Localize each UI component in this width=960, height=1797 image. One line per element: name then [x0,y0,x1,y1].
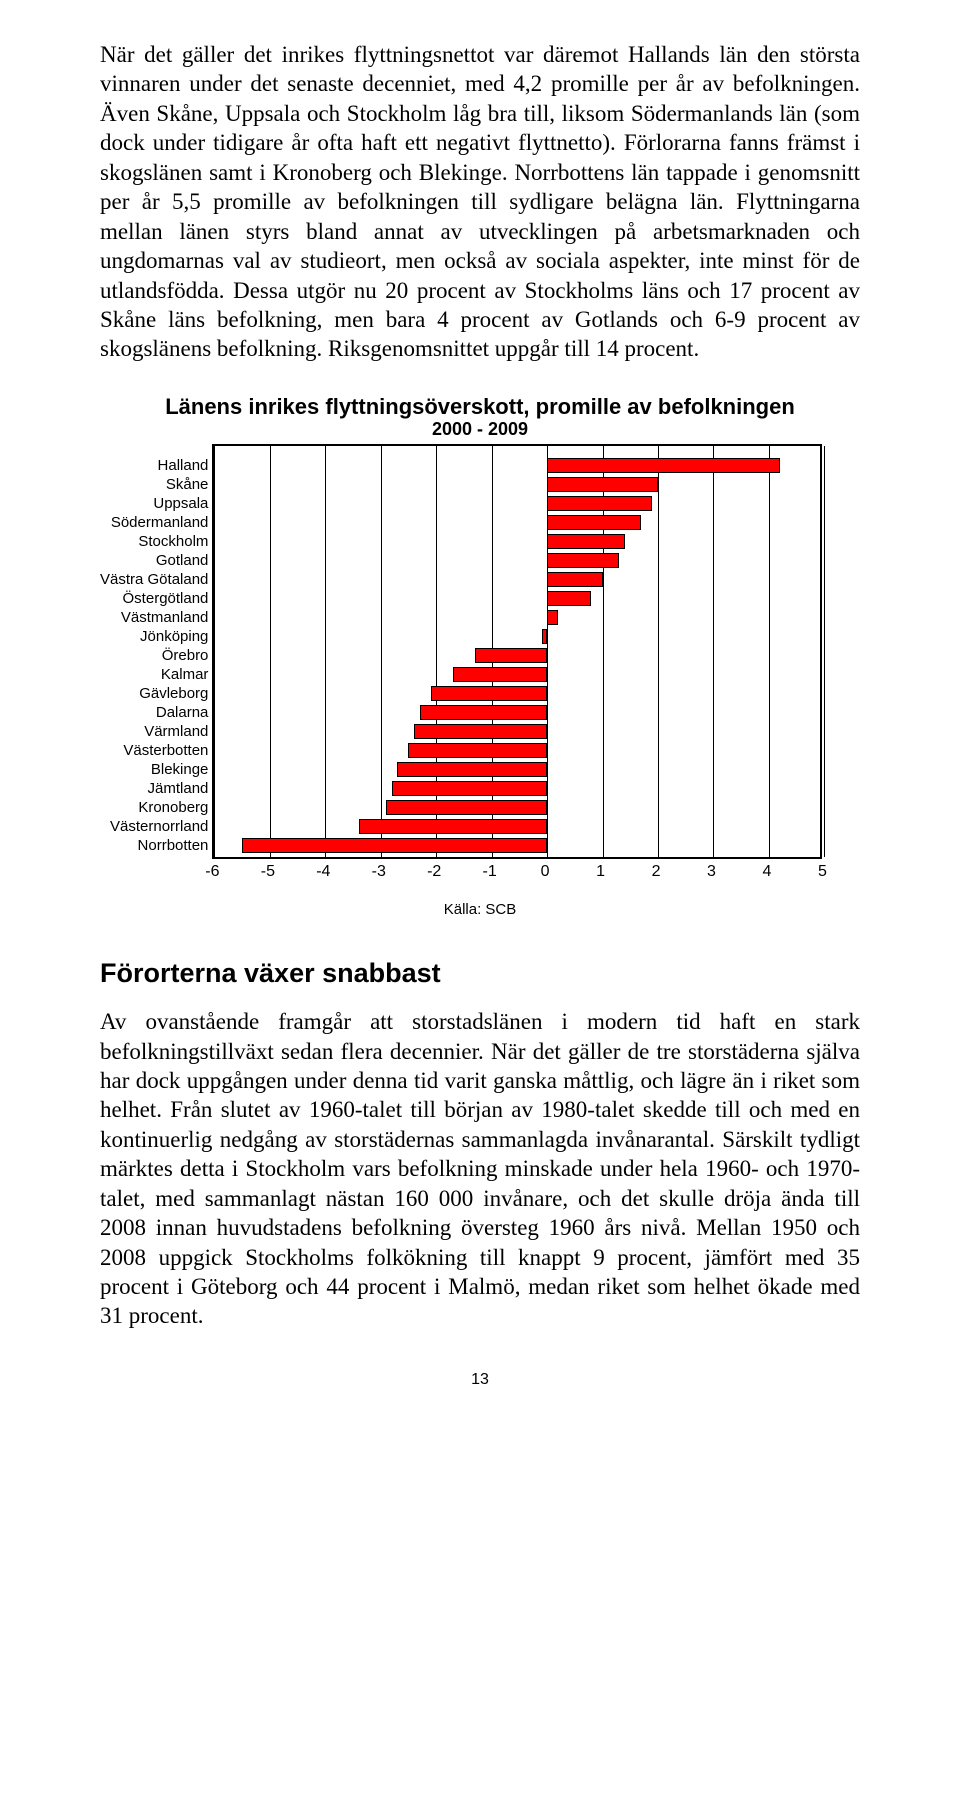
chart-y-label: Jönköping [100,627,208,646]
chart-y-label: Västernorrland [100,817,208,836]
chart-bar [414,724,547,739]
chart-y-labels: HallandSkåneUppsalaSödermanlandStockholm… [100,444,212,883]
chart-x-tick: 5 [807,863,837,881]
chart-y-label: Södermanland [100,513,208,532]
chart-x-tick: -5 [253,863,283,881]
chart-bar [547,591,591,606]
chart-y-label: Västerbotten [100,741,208,760]
chart-y-label: Stockholm [100,532,208,551]
chart-bar [547,496,652,511]
chart-bar [408,743,547,758]
chart-bar [547,553,619,568]
chart-y-label: Värmland [100,722,208,741]
chart-y-label: Västmanland [100,608,208,627]
chart-y-label: Västra Götaland [100,570,208,589]
section-heading-suburbs: Förorterna växer snabbast [100,958,860,989]
chart-bar [547,572,602,587]
chart-title: Länens inrikes flyttningsöverskott, prom… [100,394,860,419]
chart-y-label: Gotland [100,551,208,570]
chart-bar [420,705,548,720]
chart-y-label: Kalmar [100,665,208,684]
chart-plot-area [212,444,822,859]
chart-y-label: Gävleborg [100,684,208,703]
chart-y-label: Uppsala [100,494,208,513]
chart-bar [359,819,548,834]
chart-y-label: Jämtland [100,779,208,798]
chart-y-label: Örebro [100,646,208,665]
chart-y-label: Norrbotten [100,836,208,855]
chart-x-tick: 4 [752,863,782,881]
chart-bar [392,781,547,796]
chart-bar [397,762,547,777]
chart-bar [542,629,548,644]
chart-x-tick: 2 [641,863,671,881]
chart-x-tick: 1 [586,863,616,881]
chart-x-tick: -4 [308,863,338,881]
page-number: 13 [100,1371,860,1389]
chart-bar [547,610,558,625]
chart-bar [475,648,547,663]
chart-y-label: Östergötland [100,589,208,608]
paragraph-2: Av ovanstående framgår att storstadsläne… [100,1007,860,1331]
chart-subtitle: 2000 - 2009 [100,419,860,440]
migration-chart: Länens inrikes flyttningsöverskott, prom… [100,394,860,918]
chart-bar [431,686,547,701]
chart-y-label: Kronoberg [100,798,208,817]
chart-bar [547,515,641,530]
chart-y-label: Skåne [100,475,208,494]
chart-source: Källa: SCB [100,901,860,918]
chart-x-tick: -6 [197,863,227,881]
chart-bar [547,458,780,473]
chart-bar [453,667,547,682]
chart-x-tick: 0 [530,863,560,881]
chart-bar [386,800,547,815]
chart-x-axis: -6-5-4-3-2-1012345 [212,863,822,883]
paragraph-1: När det gäller det inrikes flyttningsnet… [100,40,860,364]
chart-y-label: Blekinge [100,760,208,779]
chart-bar [547,534,625,549]
chart-y-label: Dalarna [100,703,208,722]
chart-bar [547,477,658,492]
chart-x-tick: -2 [419,863,449,881]
chart-x-tick: -1 [475,863,505,881]
chart-y-label: Halland [100,456,208,475]
chart-x-tick: -3 [364,863,394,881]
chart-x-tick: 3 [696,863,726,881]
chart-bar [242,838,547,853]
